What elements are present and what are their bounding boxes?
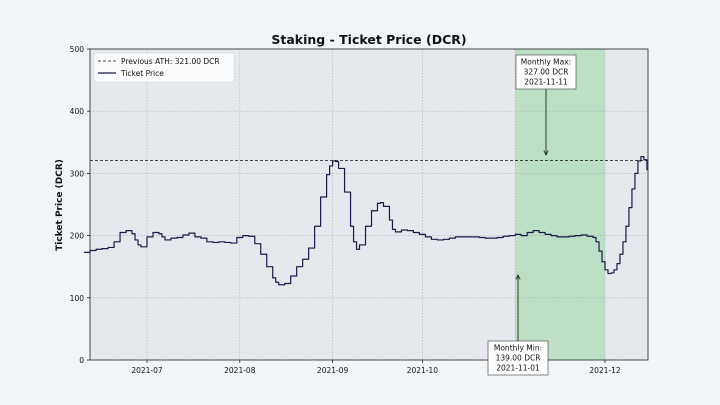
series-line-ticket-price xyxy=(84,156,648,286)
y-tick-label-0: 0 xyxy=(79,356,84,365)
y-tick-label-400: 400 xyxy=(70,107,85,116)
legend-label-ath: Previous ATH: 321.00 DCR xyxy=(121,57,220,66)
annotation-min-box xyxy=(487,340,549,376)
annotation-max-box xyxy=(515,54,577,90)
x-tick-label-2021-07: 2021-07 xyxy=(131,366,163,375)
annotation-min-line-2: 2021-11-01 xyxy=(496,364,540,373)
chart-title: Staking - Ticket Price (DCR) xyxy=(271,32,466,47)
y-axis-label: Ticket Price (DCR) xyxy=(55,159,65,251)
x-tick-label-2021-09: 2021-09 xyxy=(317,366,349,375)
y-tick-label-100: 100 xyxy=(70,294,85,303)
annotation-max-line-1: 327.00 DCR xyxy=(524,68,569,77)
y-tick-label-200: 200 xyxy=(70,232,85,241)
annotation-max-arrowhead xyxy=(543,150,549,156)
x-tick-label-2021-08: 2021-08 xyxy=(224,366,256,375)
annotation-max-line-0: Monthly Max: xyxy=(521,58,571,67)
annotation-max-line-2: 2021-11-11 xyxy=(524,78,568,87)
annotation-min-line-0: Monthly Min: xyxy=(494,344,542,353)
x-tick-label-2021-10: 2021-10 xyxy=(407,366,439,375)
legend-box xyxy=(93,52,235,83)
highlight-region-november xyxy=(515,49,605,360)
x-tick-label-2021-12: 2021-12 xyxy=(589,366,621,375)
y-tick-label-300: 300 xyxy=(70,169,85,178)
y-tick-label-500: 500 xyxy=(70,45,85,54)
plot-area: 0 100 200 300 400 500 2021-07 2021-08 2021-09 202… xyxy=(70,45,649,376)
legend-label-ticket-price: Ticket Price xyxy=(120,69,164,78)
plot-frame xyxy=(89,48,649,361)
annotation-min-line-1: 139.00 DCR xyxy=(496,354,541,363)
legend: Previous ATH: 321.00 DCR Ticket Price xyxy=(93,52,235,83)
annotation-min-arrowhead xyxy=(515,274,521,280)
